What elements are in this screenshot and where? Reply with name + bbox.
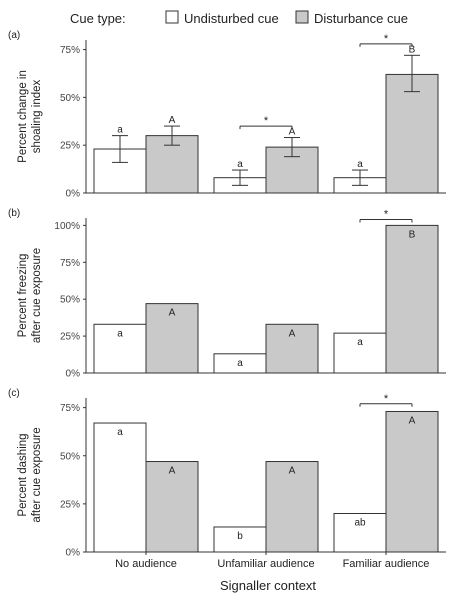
bar-disturbance — [265, 461, 319, 553]
group-letter: a — [117, 427, 123, 438]
group-letter: a — [357, 337, 363, 348]
y-tick-label: 0% — [66, 189, 81, 200]
panel-a: (a) Percent change in shoaling index 0% 25% 5… — [8, 30, 446, 200]
group-letter: B — [409, 229, 416, 240]
panel-label: (a) — [8, 30, 20, 41]
significance-star: * — [384, 393, 389, 405]
group-letter: A — [169, 466, 176, 477]
y-axis-label-line: after cue exposure — [31, 248, 43, 343]
group-letter: a — [237, 159, 243, 170]
group-letter: A — [289, 328, 296, 339]
group-letter: B — [409, 44, 416, 55]
significance-star: * — [384, 33, 389, 45]
legend-swatch-undisturbed — [165, 10, 179, 24]
panel-label: (b) — [8, 208, 20, 219]
legend-title: Cue type: — [70, 11, 126, 26]
significance-star: * — [384, 208, 389, 220]
y-tick-label: 25% — [60, 499, 80, 510]
group-letter: A — [289, 127, 296, 138]
bar-disturbance — [145, 303, 199, 374]
bar-undisturbed — [93, 422, 147, 553]
x-tick-label: Unfamiliar audience — [217, 558, 314, 570]
x-tick-label: No audience — [115, 558, 177, 570]
group-letter: a — [117, 328, 123, 339]
y-axis-label-line: after cue exposure — [31, 427, 43, 522]
bar-undisturbed — [213, 526, 267, 553]
y-tick-label: 50% — [60, 451, 80, 462]
group-letter: ab — [354, 518, 366, 529]
panel-c: (c) Percent dashing after cue exposure 0% 25… — [8, 388, 446, 570]
y-tick-label: 50% — [60, 295, 80, 306]
panels: (a) Percent change in shoaling index 0% 25% 5… — [8, 30, 446, 570]
bar-disturbance — [385, 73, 439, 194]
y-tick-label: 75% — [60, 403, 80, 414]
y-axis-label-line: shoaling index — [31, 79, 43, 153]
group-letter: A — [169, 115, 176, 126]
y-axis-label-line: Percent change in — [17, 70, 29, 163]
group-letter: a — [357, 159, 363, 170]
panel-label: (c) — [8, 388, 20, 399]
group-letter: A — [409, 415, 416, 426]
y-tick-label: 0% — [66, 548, 81, 559]
y-tick-label: 75% — [60, 258, 80, 269]
y-tick-label: 75% — [60, 45, 80, 56]
y-tick-label: 25% — [60, 141, 80, 152]
y-tick-label: 50% — [60, 93, 80, 104]
group-letter: b — [237, 531, 243, 542]
bar-disturbance — [385, 224, 439, 374]
legend-swatch-disturbance — [295, 10, 309, 24]
significance-star: * — [264, 115, 269, 127]
y-axis-label-line: Percent dashing — [17, 433, 29, 516]
legend: Cue type: Undisturbed cue Disturbance cu… — [70, 10, 408, 26]
bar-disturbance — [145, 461, 199, 553]
y-tick-label: 100% — [54, 221, 80, 232]
group-letter: A — [169, 308, 176, 319]
y-tick-label: 25% — [60, 332, 80, 343]
bar-disturbance — [385, 410, 439, 553]
group-letter: a — [117, 125, 123, 136]
y-tick-label: 0% — [66, 369, 81, 380]
bar-undisturbed — [333, 332, 387, 374]
group-letter: a — [237, 358, 243, 369]
group-letter: A — [289, 466, 296, 477]
panel-b: (b) Percent freezing after cue exposure 0% 2… — [8, 208, 446, 380]
bar-disturbance — [265, 323, 319, 374]
legend-label-disturbance: Disturbance cue — [314, 11, 408, 26]
x-tick-label: Familiar audience — [343, 558, 430, 570]
y-axis-label-line: Percent freezing — [17, 254, 29, 338]
x-axis-label: Signaller context — [220, 578, 316, 593]
bar-undisturbed — [333, 513, 387, 553]
legend-label-undisturbed: Undisturbed cue — [184, 11, 279, 26]
